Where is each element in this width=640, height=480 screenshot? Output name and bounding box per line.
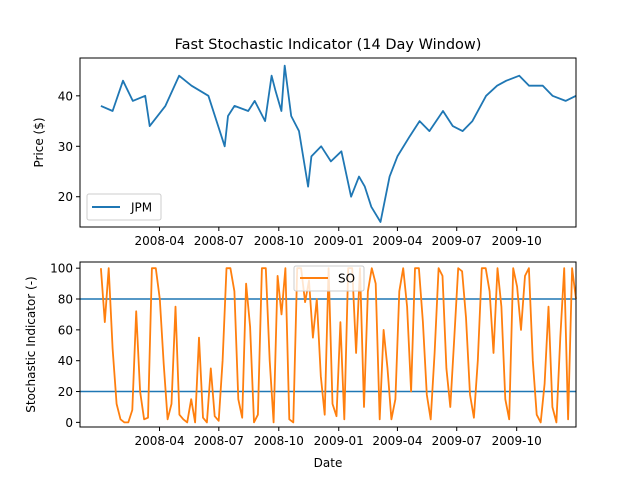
stochastic-xtick-label: 2008-10: [254, 434, 304, 448]
price-xtick-label: 2008-07: [194, 234, 244, 248]
price-ytick-label: 30: [58, 140, 73, 154]
price-ylabel: Price ($): [32, 117, 46, 167]
stochastic-xtick-label: 2008-04: [134, 434, 184, 448]
stochastic-xtick-label: 2009-01: [314, 434, 364, 448]
price-legend-label: JPM: [130, 201, 152, 215]
stochastic-xtick-label: 2009-04: [372, 434, 422, 448]
stochastic-axes-frame: [79, 261, 577, 428]
price-axis-ticks: 20 30 40 2008-04 2008-07 2008-10 2009-01 2009-0…: [58, 89, 542, 248]
price-xtick-label: 2008-10: [254, 234, 304, 248]
price-panel: 20 30 40 2008-04 2008-07 2008-10 2009-01 2009-0…: [32, 57, 577, 248]
price-ytick-label: 40: [58, 89, 73, 103]
stochastic-xtick-label: 2008-07: [194, 434, 244, 448]
stochastic-legend-box: [293, 265, 365, 292]
price-xtick-label: 2009-01: [314, 234, 364, 248]
stochastic-ytick-label: 0: [65, 416, 73, 430]
stochastic-series-layer: [80, 267, 577, 424]
price-ytick-label: 20: [58, 190, 73, 204]
price-xtick-label: 2009-04: [372, 234, 422, 248]
stochastic-axis-ticks: 0 20 40 60 80 100 2008-04 2008-07 2008-10 2009-01…: [50, 262, 542, 448]
stochastic-ytick-label: 100: [50, 262, 73, 276]
price-xtick-label: 2009-07: [432, 234, 482, 248]
x-axis-label: Date: [314, 456, 343, 470]
price-axes-frame: [79, 57, 577, 228]
series-line-so: [100, 267, 577, 424]
stochastic-ytick-label: 20: [58, 385, 73, 399]
price-xtick-label: 2009-10: [492, 234, 542, 248]
stochastic-ytick-label: 80: [58, 293, 73, 307]
stochastic-ytick-label: 60: [58, 323, 73, 337]
price-xtick-label: 2008-04: [134, 234, 184, 248]
price-series-layer: [100, 64, 577, 223]
stochastic-xtick-label: 2009-10: [492, 434, 542, 448]
chart-title: Fast Stochastic Indicator (14 Day Window…: [175, 37, 482, 53]
stochastic-legend: SO: [293, 265, 365, 292]
stochastic-ytick-label: 40: [58, 354, 73, 368]
stochastic-ylabel: Stochastic Indicator (-): [24, 276, 38, 412]
stochastic-panel: 0 20 40 60 80 100 2008-04 2008-07 2008-10 2009-01…: [24, 261, 577, 470]
stochastic-legend-label: SO: [338, 272, 355, 286]
series-line-jpm: [100, 64, 577, 223]
price-legend-box: [86, 193, 162, 221]
price-legend: JPM: [86, 193, 162, 221]
stochastic-xtick-label: 2009-07: [432, 434, 482, 448]
